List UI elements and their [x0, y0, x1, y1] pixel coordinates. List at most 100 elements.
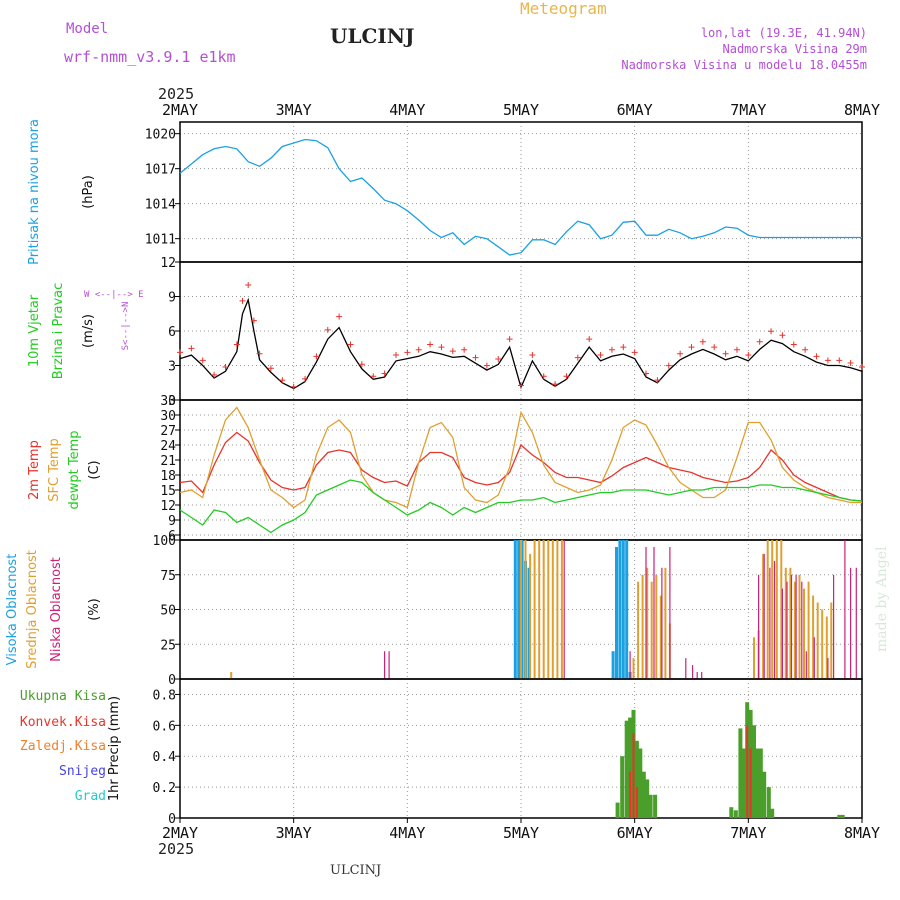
bar-ukupna-kisa — [755, 748, 760, 818]
bar-srednja-oblacnost — [641, 574, 644, 680]
y-tick-label: 1011 — [145, 233, 176, 248]
series-line-sfc-temp — [179, 406, 862, 509]
gust-marker — [654, 377, 661, 384]
bar-srednja-oblacnost — [655, 574, 658, 680]
bar-srednja-oblacnost — [646, 567, 649, 679]
bar-niska-oblacnost — [773, 560, 776, 679]
gust-marker — [620, 344, 627, 351]
bar-niska-oblacnost — [384, 651, 386, 679]
bar-niska-oblacnost — [696, 672, 698, 679]
bar-niska-oblacnost — [805, 651, 807, 679]
y-tick-label: 12 — [160, 256, 176, 271]
bar-ukupna-kisa — [628, 717, 633, 818]
bar-ukupna-kisa — [762, 771, 767, 818]
series-line-brzina — [179, 297, 863, 390]
gust-marker — [745, 352, 752, 359]
bar-srednja-oblacnost — [556, 540, 559, 679]
bar-srednja-oblacnost — [560, 540, 563, 679]
gust-marker — [404, 349, 411, 356]
bar-konvek-kisa — [746, 725, 749, 818]
compass-we: W <--|--> E — [84, 290, 144, 300]
precip-legend-label: Konvek.Kisa — [20, 715, 106, 730]
gust-marker — [279, 377, 286, 384]
gust-marker — [415, 346, 422, 353]
bar-srednja-oblacnost — [775, 540, 778, 679]
bar-ukupna-kisa — [741, 748, 746, 818]
gust-marker — [188, 345, 195, 352]
gust-marker — [552, 381, 559, 388]
year-top: 2025 — [158, 85, 194, 103]
y-tick-label: 18 — [160, 469, 176, 484]
x-tick-label-top: 3MAY — [276, 101, 312, 119]
y-tick-label: 50 — [160, 604, 176, 619]
gust-marker — [472, 354, 479, 361]
bar-ukupna-kisa — [615, 802, 620, 818]
gust-marker — [597, 352, 604, 359]
y-tick-label: 33 — [160, 394, 176, 409]
bar-niska-oblacnost — [701, 672, 703, 679]
bar-srednja-oblacnost — [664, 567, 667, 679]
gust-marker — [836, 357, 843, 364]
gust-marker — [370, 373, 377, 380]
bar-niska-oblacnost — [758, 574, 760, 680]
bar-niska-oblacnost — [669, 547, 671, 679]
bar-srednja-oblacnost — [789, 567, 792, 679]
gust-marker — [802, 346, 809, 353]
x-tick-label-bottom: 3MAY — [276, 824, 312, 842]
bar-niska-oblacnost — [801, 581, 803, 679]
series-side-label: 10m Vjetar — [27, 294, 42, 367]
station-title: ULCINJ — [330, 24, 415, 48]
bar-ukupna-kisa — [837, 814, 842, 818]
meteogram-title: Meteogram — [520, 0, 607, 18]
bar-ukupna-kisa — [634, 740, 639, 818]
bar-ukupna-kisa — [645, 779, 650, 818]
gust-marker — [245, 281, 252, 288]
gust-marker — [677, 350, 684, 357]
gust-marker — [324, 326, 331, 333]
series-line-2m-temp — [179, 431, 863, 502]
gust-marker — [177, 349, 183, 356]
series-side-label: Pritisak na nivou mora — [27, 119, 42, 265]
bar-ukupna-kisa — [641, 771, 646, 818]
bar-srednja-oblacnost — [807, 581, 810, 679]
bar-ukupna-kisa — [653, 794, 658, 818]
bar-ukupna-kisa — [770, 808, 775, 818]
bar-niska-oblacnost — [692, 665, 694, 679]
bar-srednja-oblacnost — [798, 574, 801, 680]
gust-marker — [392, 352, 399, 359]
series-side-label: 2m Temp — [27, 440, 42, 500]
y-tick-label: 6 — [168, 325, 176, 340]
bar-srednja-oblacnost — [538, 540, 541, 679]
y-tick-label: 0.6 — [153, 719, 176, 734]
precip-legend-label: Snijeg — [59, 764, 106, 779]
bar-niska-oblacnost — [661, 567, 663, 679]
gust-marker — [643, 370, 650, 377]
gust-marker — [336, 313, 343, 320]
gust-marker — [347, 341, 354, 348]
bar-niska-oblacnost — [790, 574, 793, 680]
bar-ukupna-kisa — [620, 756, 625, 818]
bar-niska-oblacnost — [827, 658, 829, 679]
gust-marker — [824, 357, 831, 364]
bar-srednja-oblacnost — [542, 540, 545, 679]
year-bottom: 2025 — [158, 840, 194, 858]
y-axis-label: 1hr Precip (mm) — [107, 696, 122, 801]
bar-niska-oblacnost — [850, 567, 852, 679]
gust-marker — [461, 346, 468, 353]
bar-srednja-oblacnost — [632, 658, 635, 679]
gust-marker — [290, 383, 297, 390]
y-tick-label: 21 — [160, 454, 176, 469]
series-side-label: SFC Temp — [47, 438, 62, 502]
gust-marker — [631, 349, 638, 356]
y-tick-label: 9 — [168, 291, 176, 306]
bar-ukupna-kisa — [648, 794, 653, 818]
gust-marker — [859, 363, 865, 370]
y-tick-label: 1014 — [145, 198, 176, 213]
bar-niska-oblacnost — [795, 574, 797, 680]
gust-marker — [199, 357, 206, 364]
gust-marker — [529, 352, 536, 359]
bar-niska-oblacnost — [833, 574, 835, 680]
bar-srednja-oblacnost — [753, 637, 755, 679]
gust-marker — [688, 344, 695, 351]
